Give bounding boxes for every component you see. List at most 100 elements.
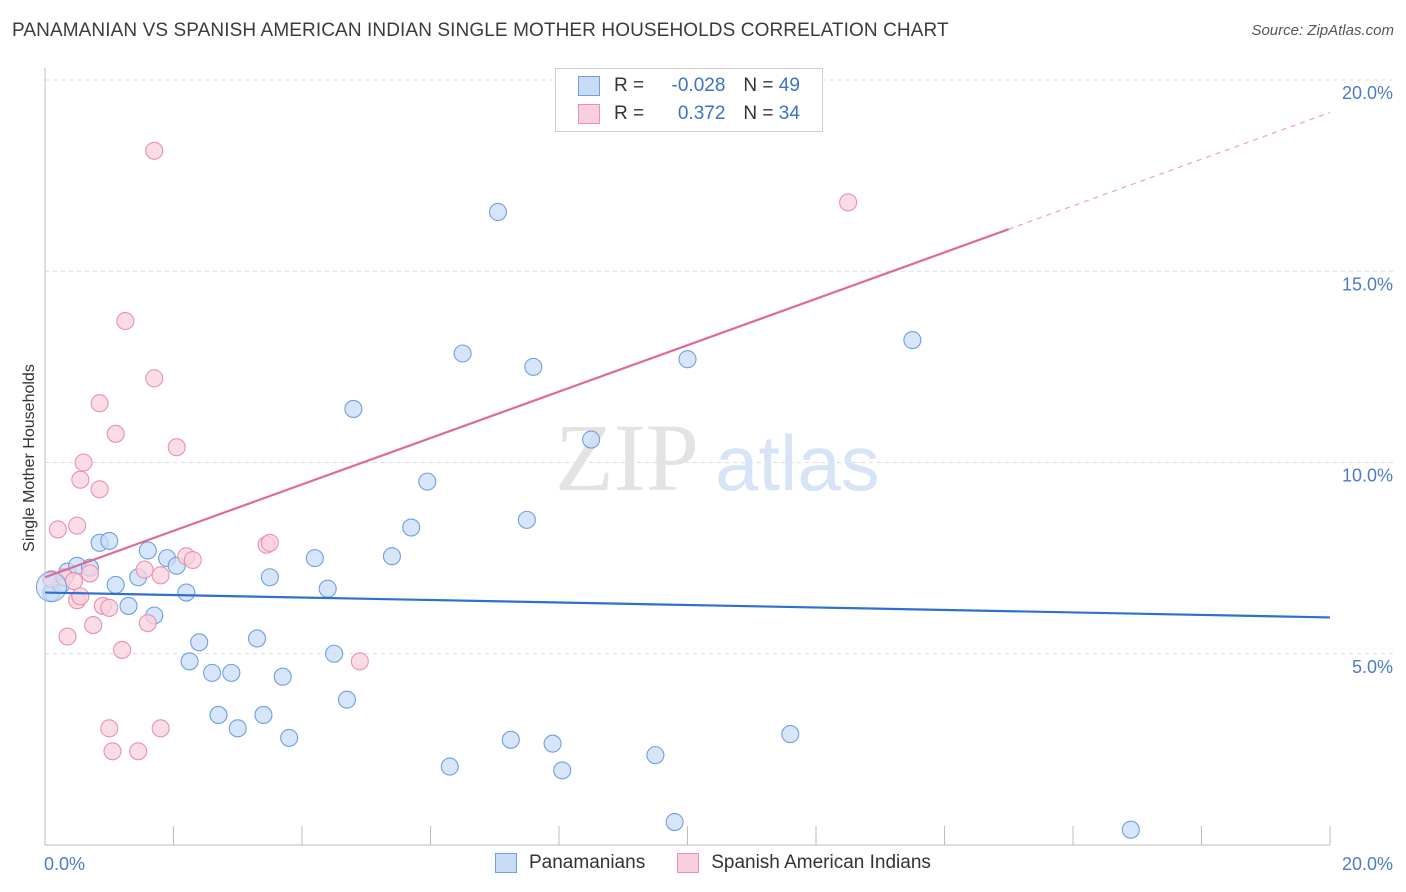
- point-spanish-american-indians: [100, 598, 119, 617]
- n-label: N =: [743, 103, 774, 124]
- legend-item-panamanians: Panamanians: [495, 852, 645, 874]
- point-panamanians: [678, 350, 697, 369]
- point-spanish-american-indians: [260, 533, 279, 552]
- point-panamanians: [100, 531, 119, 550]
- point-spanish-american-indians: [80, 564, 100, 583]
- point-spanish-american-indians: [90, 394, 109, 413]
- point-panamanians: [344, 399, 363, 419]
- point-panamanians: [488, 202, 508, 222]
- y-tick-label: 5.0%: [1352, 657, 1393, 677]
- legend-item-spanish-american-indians: Spanish American Indians: [677, 852, 931, 874]
- point-spanish-american-indians: [350, 652, 369, 671]
- n-label: N =: [743, 75, 774, 96]
- point-spanish-american-indians: [84, 616, 103, 635]
- n-value: 49: [778, 75, 800, 96]
- y-tick-label: 20.0%: [1342, 83, 1393, 103]
- r-label: R =: [614, 103, 645, 124]
- point-spanish-american-indians: [183, 550, 202, 570]
- watermark-zip: ZIP: [555, 404, 699, 511]
- trend-line-extension: [1008, 111, 1331, 230]
- point-spanish-american-indians: [138, 614, 157, 633]
- point-panamanians: [190, 633, 209, 652]
- r-value: -0.028: [671, 75, 726, 96]
- n-value: 34: [778, 103, 800, 124]
- tick-labels: 5.0% 10.0% 15.0% 20.0% 0.0% 20.0%: [44, 83, 1393, 874]
- point-spanish-american-indians: [116, 311, 135, 331]
- watermark-atlas: atlas: [715, 419, 880, 507]
- point-panamanians: [453, 344, 472, 363]
- axes: [44, 68, 1331, 846]
- x-tick-label: 0.0%: [44, 854, 85, 874]
- point-panamanians: [106, 575, 125, 594]
- point-panamanians: [273, 667, 292, 686]
- trend-line-spanish-american-indians: [44, 228, 1010, 579]
- chart-title: PANAMANIAN VS SPANISH AMERICAN INDIAN SI…: [12, 20, 949, 41]
- point-spanish-american-indians: [106, 424, 125, 443]
- point-spanish-american-indians: [74, 453, 93, 472]
- stats-legend: R = -0.028 N = 49 R = 0.372 N = 34: [555, 68, 823, 132]
- point-spanish-american-indians: [135, 560, 154, 579]
- point-spanish-american-indians: [129, 742, 148, 761]
- point-panamanians: [228, 719, 247, 738]
- point-spanish-american-indians: [71, 587, 90, 606]
- point-panamanians: [903, 331, 922, 350]
- legend-row-panamanians: R = -0.028 N = 49: [578, 74, 800, 98]
- point-panamanians: [305, 549, 324, 568]
- point-panamanians: [119, 596, 138, 615]
- r-value: 0.372: [677, 103, 726, 124]
- point-panamanians: [318, 579, 337, 598]
- legend-label: Spanish American Indians: [711, 852, 931, 873]
- point-spanish-american-indians: [64, 572, 83, 591]
- legend-swatch-pink: [578, 104, 600, 124]
- trend-line-panamanians: [44, 591, 1331, 619]
- series-legend: Panamanians Spanish American Indians: [495, 852, 963, 874]
- point-panamanians: [254, 705, 273, 725]
- legend-swatch-blue: [495, 853, 517, 873]
- legend-swatch-blue: [578, 76, 600, 96]
- point-panamanians: [203, 663, 222, 682]
- point-spanish-american-indians: [100, 719, 119, 738]
- point-spanish-american-indians: [113, 640, 132, 659]
- point-panamanians: [646, 746, 665, 765]
- point-panamanians: [222, 663, 241, 682]
- point-panamanians: [1121, 820, 1140, 839]
- point-panamanians: [418, 472, 437, 491]
- point-panamanians: [543, 734, 562, 753]
- point-panamanians: [260, 568, 279, 587]
- point-spanish-american-indians: [68, 516, 87, 535]
- point-panamanians: [177, 583, 196, 602]
- source-label: Source: ZipAtlas.com: [1251, 22, 1394, 39]
- legend-label: Panamanians: [529, 852, 646, 873]
- y-tick-label: 10.0%: [1342, 466, 1393, 486]
- point-spanish-american-indians: [48, 520, 67, 539]
- point-cluster-panamanians: [35, 571, 67, 603]
- point-panamanians: [781, 725, 800, 744]
- point-spanish-american-indians: [151, 719, 170, 738]
- point-spanish-american-indians: [145, 369, 164, 388]
- y-axis-label: Single Mother Households: [21, 364, 38, 552]
- point-panamanians: [582, 430, 601, 449]
- point-spanish-american-indians: [145, 141, 164, 160]
- point-panamanians: [553, 761, 572, 780]
- point-panamanians: [382, 547, 402, 566]
- point-panamanians: [517, 510, 536, 529]
- point-spanish-american-indians: [71, 470, 90, 489]
- point-panamanians: [138, 541, 157, 560]
- point-panamanians: [209, 705, 228, 725]
- point-spanish-american-indians: [151, 566, 170, 585]
- point-panamanians: [665, 812, 684, 832]
- point-panamanians: [325, 644, 344, 663]
- point-spanish-american-indians: [167, 438, 186, 457]
- point-spanish-american-indians: [90, 480, 109, 499]
- grid-lines: [45, 79, 1395, 655]
- point-panamanians: [524, 357, 543, 376]
- point-panamanians: [337, 690, 357, 709]
- point-panamanians: [280, 728, 299, 747]
- point-spanish-american-indians: [58, 627, 77, 646]
- point-panamanians: [440, 757, 459, 776]
- r-label: R =: [614, 75, 645, 96]
- legend-swatch-pink: [677, 853, 700, 873]
- point-panamanians: [180, 652, 199, 671]
- legend-row-spanish-american-indians: R = 0.372 N = 34: [578, 102, 800, 126]
